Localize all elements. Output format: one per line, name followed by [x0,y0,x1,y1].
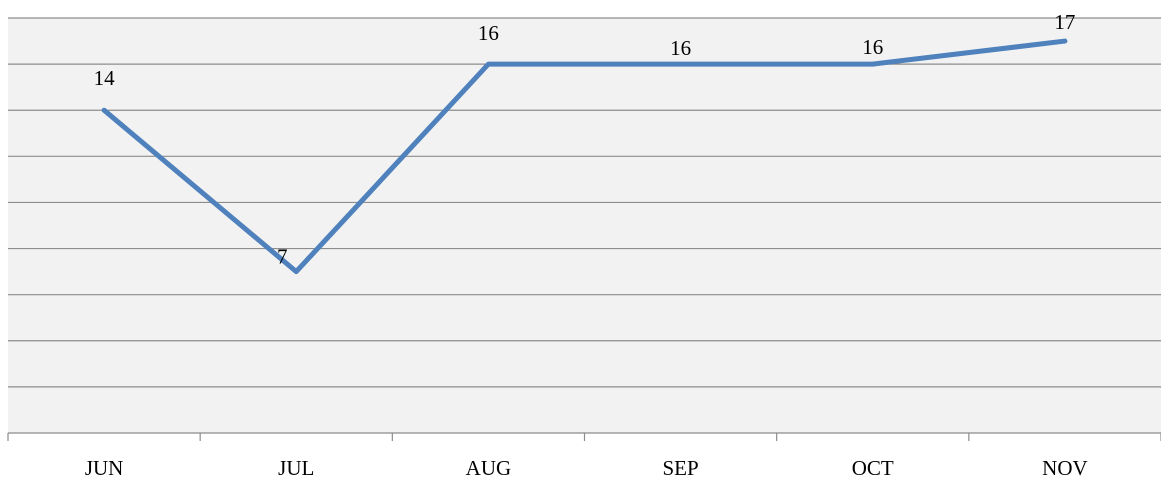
series-line-0 [101,38,1068,275]
data-point-nov [1063,39,1067,43]
x-tick-label-sep: SEP [662,456,698,480]
x-tick-label-jun: JUN [85,456,124,480]
x-tick-label-jul: JUL [278,456,314,480]
data-point-jun [102,108,106,112]
x-tick-label-oct: OCT [852,456,894,480]
series-layer [101,38,1068,275]
data-labels: 14 7 16 16 16 17 [94,10,1076,269]
x-tick-label-aug: AUG [466,456,512,480]
x-tick-label-nov: NOV [1042,456,1088,480]
data-point-oct [871,62,875,66]
data-label-oct: 16 [862,35,883,59]
data-label-jun: 14 [94,66,116,90]
data-point-jul [294,270,298,274]
data-label-aug: 16 [478,21,499,45]
data-label-sep: 16 [670,36,691,60]
plot-area [8,18,1161,433]
data-label-jul: 7 [277,245,288,269]
gridlines [8,17,1161,388]
data-label-nov: 17 [1054,10,1075,34]
data-point-aug [486,62,490,66]
data-point-sep [679,62,683,66]
x-axis: JUN JUL AUG SEP OCT NOV [7,432,1161,480]
